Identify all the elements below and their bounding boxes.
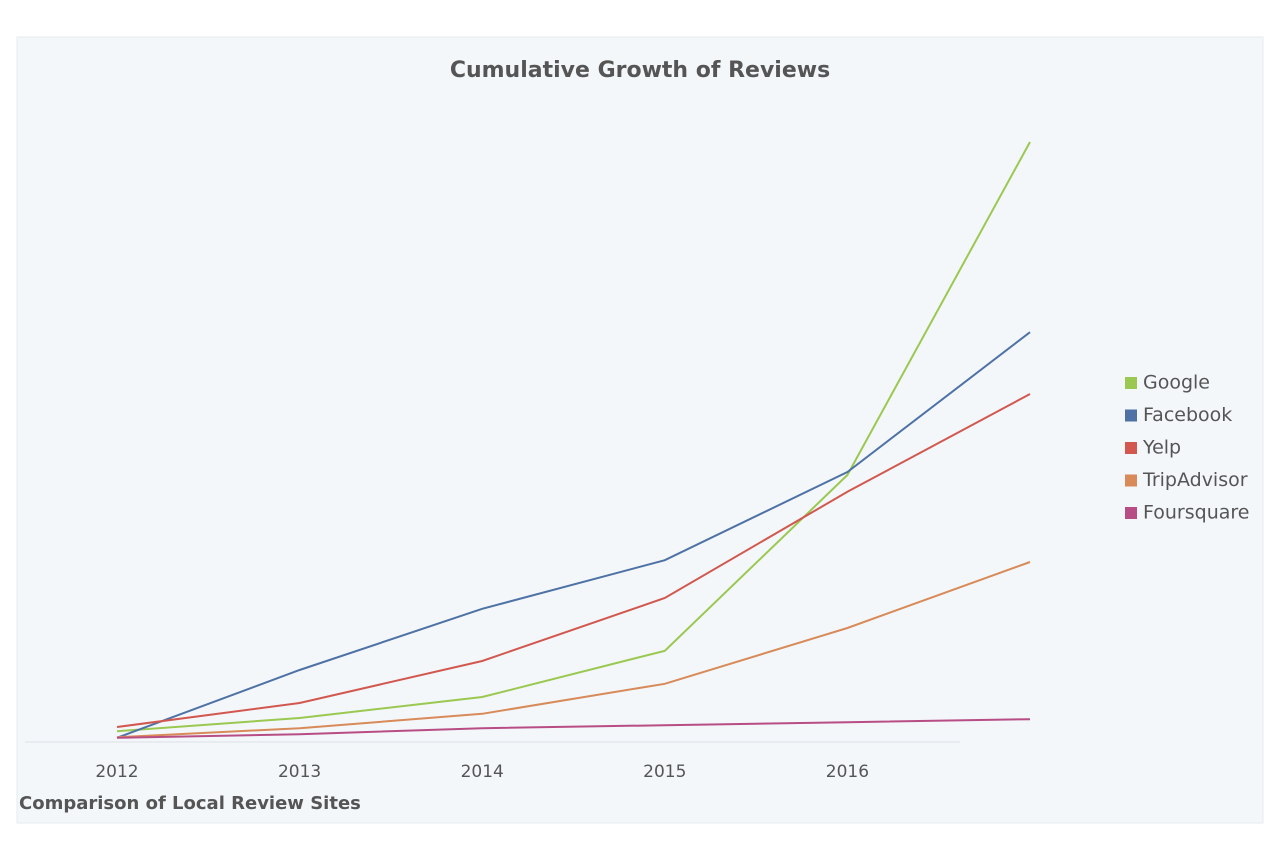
line-series bbox=[116, 331, 1031, 739]
line-series bbox=[116, 141, 1031, 733]
line-series bbox=[116, 718, 1031, 739]
legend-label: TripAdvisor bbox=[1142, 469, 1248, 491]
legend-swatch bbox=[1125, 409, 1137, 422]
legend-swatch bbox=[1125, 507, 1137, 519]
legend-swatch bbox=[1125, 474, 1137, 487]
legend-swatch bbox=[1125, 377, 1137, 389]
legend-label: Facebook bbox=[1143, 404, 1232, 426]
legend-swatch bbox=[1125, 442, 1137, 454]
line-series bbox=[116, 561, 1031, 739]
x-tick-label: 2015 bbox=[643, 762, 686, 782]
legend-label: Yelp bbox=[1142, 437, 1181, 459]
panel bbox=[16, 36, 1264, 824]
line-series bbox=[116, 393, 1031, 728]
x-tick-label: 2013 bbox=[278, 762, 321, 782]
chart-subtitle: Comparison of Local Review Sites bbox=[19, 793, 361, 814]
x-tick-label: 2014 bbox=[461, 762, 504, 782]
x-tick-label: 2012 bbox=[95, 762, 138, 782]
legend-label: Foursquare bbox=[1143, 502, 1249, 524]
legend-label: Google bbox=[1143, 372, 1210, 394]
chart-title: Cumulative Growth of Reviews bbox=[450, 58, 830, 83]
x-tick-label: 2016 bbox=[826, 762, 869, 782]
